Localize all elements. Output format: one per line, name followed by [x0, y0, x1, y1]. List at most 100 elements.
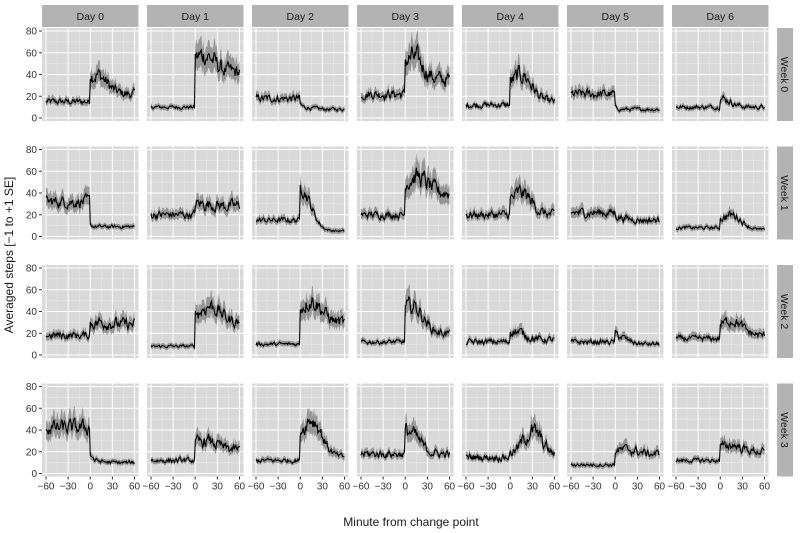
mean-line — [45, 316, 136, 341]
x-tick-label: −30 — [690, 482, 707, 493]
x-tick-label: 60 — [444, 482, 456, 493]
y-tick-label: 0 — [31, 351, 37, 362]
x-tick-label: −30 — [375, 482, 392, 493]
row-strip-label: Week 0 — [778, 57, 790, 93]
x-tick-label: 0 — [507, 482, 513, 493]
x-tick-label: −30 — [480, 482, 497, 493]
mean-line — [570, 207, 660, 225]
y-tick-label: 60 — [26, 167, 38, 178]
panel-grid-lines — [42, 28, 139, 121]
mean-line — [675, 94, 766, 111]
row-strip-label: Week 2 — [778, 294, 790, 330]
x-tick-label: 60 — [759, 482, 771, 493]
mean-line — [360, 167, 450, 222]
y-tick-label: 60 — [26, 48, 38, 59]
mean-line — [360, 42, 451, 102]
panel-grid-lines — [462, 28, 559, 121]
y-tick-label: 20 — [26, 92, 38, 103]
mean-line — [255, 418, 345, 465]
y-tick-label: 0 — [31, 114, 37, 125]
y-tick-label: 20 — [26, 447, 38, 458]
panel-grid-lines — [462, 383, 559, 477]
column-strip — [42, 5, 139, 27]
y-tick-label: 60 — [26, 404, 38, 415]
mean-line — [465, 422, 556, 464]
x-tick-label: 30 — [107, 482, 119, 493]
column-strip-label: Day 1 — [182, 11, 210, 23]
column-strip — [567, 5, 664, 27]
column-strip — [147, 5, 244, 27]
y-tick-label: 40 — [26, 189, 38, 200]
x-tick-label: −30 — [585, 482, 602, 493]
column-strip — [252, 5, 349, 27]
panel-grid-lines — [147, 146, 244, 240]
se-band — [361, 152, 450, 224]
mean-line — [255, 296, 345, 348]
x-tick-label: 30 — [527, 482, 539, 493]
x-tick-label: −30 — [270, 482, 287, 493]
column-strip-label: Day 5 — [602, 11, 630, 23]
panel-grid: Day 0 Day 1 Day 2 Day 3 Day 4 Day 5 Day 6 Week … — [26, 5, 793, 493]
x-tick-label: 30 — [737, 482, 749, 493]
y-tick-label: 60 — [26, 285, 38, 296]
x-tick-label: 60 — [654, 482, 666, 493]
row-strip — [777, 265, 793, 358]
x-tick-label: 0 — [297, 482, 303, 493]
x-tick-label: −30 — [60, 482, 77, 493]
panel-grid-lines — [42, 265, 139, 358]
x-tick-label: −30 — [165, 482, 182, 493]
x-tick-label: −60 — [38, 482, 55, 493]
x-tick-label: 30 — [212, 482, 224, 493]
y-tick-label: 80 — [26, 382, 38, 393]
mean-line — [255, 93, 345, 113]
row-strip — [777, 28, 793, 121]
mean-line — [465, 183, 555, 221]
x-tick-label: 30 — [317, 482, 329, 493]
mean-line — [150, 48, 241, 110]
x-tick-label: −60 — [248, 482, 265, 493]
column-strip-label: Day 4 — [497, 11, 525, 23]
x-tick-label: 60 — [234, 482, 246, 493]
y-tick-label: 80 — [26, 145, 38, 156]
se-band — [46, 406, 135, 467]
row-strip-label: Week 1 — [778, 175, 790, 211]
x-tick-label: −60 — [563, 482, 580, 493]
x-tick-label: 30 — [632, 482, 644, 493]
y-tick-label: 80 — [26, 264, 38, 275]
mean-line — [360, 295, 451, 345]
mean-line — [360, 422, 451, 459]
x-tick-label: 0 — [402, 482, 408, 493]
panel-grid-lines — [672, 265, 769, 358]
column-strip — [357, 5, 454, 27]
mean-line — [45, 192, 135, 230]
x-tick-label: −60 — [458, 482, 475, 493]
mean-line — [675, 210, 766, 231]
y-tick-label: 40 — [26, 426, 38, 437]
row-strip-label: Week 3 — [778, 412, 790, 448]
y-tick-label: 20 — [26, 329, 38, 340]
se-band — [151, 35, 240, 113]
x-axis-title: Minute from change point — [343, 515, 479, 529]
mean-line — [465, 328, 555, 347]
x-tick-label: 0 — [612, 482, 618, 493]
x-tick-label: −60 — [353, 482, 370, 493]
mean-line — [570, 329, 660, 347]
x-tick-label: 0 — [717, 482, 723, 493]
mean-line — [255, 184, 345, 233]
mean-line — [675, 439, 765, 464]
column-strip — [672, 5, 769, 27]
x-tick-label: 60 — [129, 482, 141, 493]
row-strip — [777, 383, 793, 477]
y-axis-title: Averaged steps [−1 to +1 SE] — [2, 177, 16, 334]
mean-line — [465, 65, 556, 109]
mean-line — [45, 417, 135, 465]
x-tick-label: 60 — [549, 482, 561, 493]
column-strip-label: Day 0 — [77, 11, 105, 23]
y-tick-label: 0 — [31, 469, 37, 480]
panel-grid-lines — [567, 146, 664, 240]
mean-line — [45, 68, 136, 106]
y-tick-label: 40 — [26, 70, 38, 81]
mean-line — [570, 87, 660, 113]
row-strip — [777, 146, 793, 240]
